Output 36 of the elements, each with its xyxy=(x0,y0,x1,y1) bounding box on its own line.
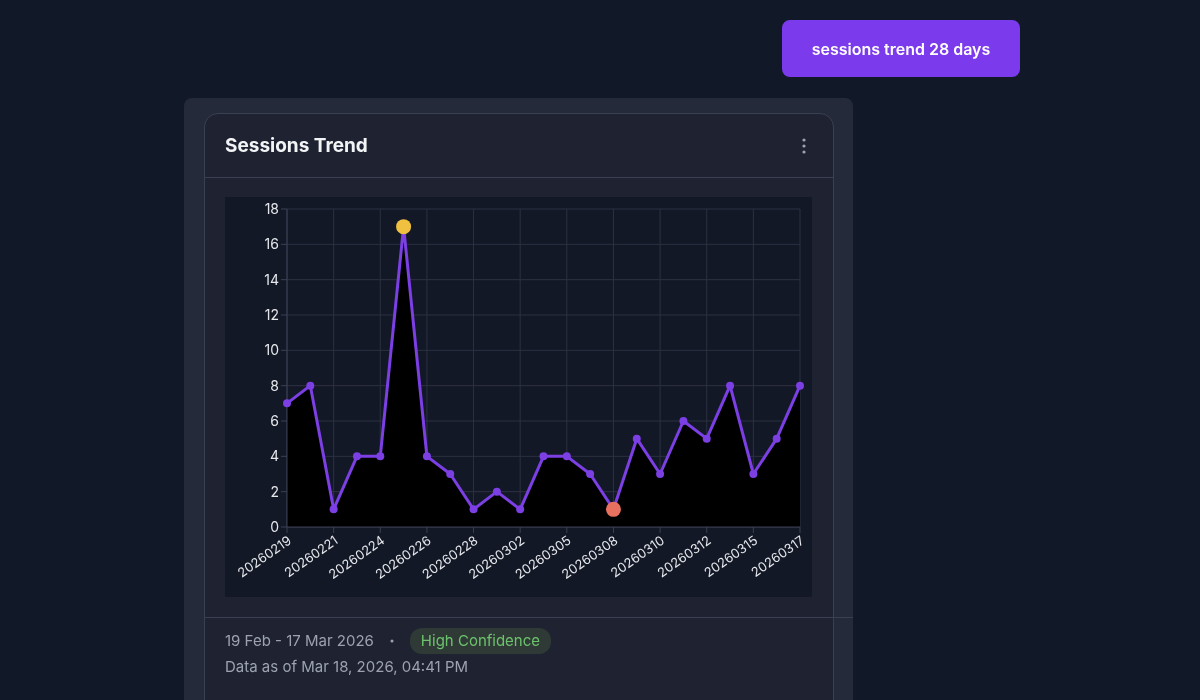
y-tick-label: 2 xyxy=(270,482,279,500)
y-tick-label: 12 xyxy=(264,305,279,323)
chart-title: Sessions Trend xyxy=(205,114,833,178)
point xyxy=(656,470,665,478)
point xyxy=(492,487,501,496)
point xyxy=(772,434,781,443)
point xyxy=(329,505,338,514)
point xyxy=(562,452,571,461)
text: 19 Feb - 17 Mar 2026 xyxy=(225,630,374,652)
point xyxy=(469,505,478,514)
point xyxy=(632,434,641,443)
point xyxy=(446,470,455,478)
point xyxy=(539,452,548,461)
point xyxy=(352,452,361,461)
y-tick-label: 4 xyxy=(269,447,279,465)
point xyxy=(516,505,525,514)
y-tick-label: 14 xyxy=(264,270,279,288)
text: High Confidence xyxy=(409,628,552,654)
point xyxy=(726,381,735,390)
point xyxy=(679,417,688,425)
point xyxy=(702,434,711,443)
y-tick-label: 8 xyxy=(270,376,279,394)
text: sessions trend 28 days xyxy=(782,20,1020,77)
point xyxy=(422,452,431,461)
y-tick-label: 18 xyxy=(264,199,279,217)
point xyxy=(749,470,758,478)
y-tick-label: 16 xyxy=(264,235,279,253)
y-tick-label: 6 xyxy=(270,411,279,429)
point xyxy=(283,399,291,408)
point xyxy=(306,381,315,390)
y-tick-label: 0 xyxy=(270,517,279,535)
point xyxy=(376,452,385,461)
y-tick-label: 10 xyxy=(264,341,279,359)
point xyxy=(796,381,804,390)
point xyxy=(586,470,595,478)
text: Data as of Mar 18, 2026, 04:41 PM xyxy=(225,656,470,678)
